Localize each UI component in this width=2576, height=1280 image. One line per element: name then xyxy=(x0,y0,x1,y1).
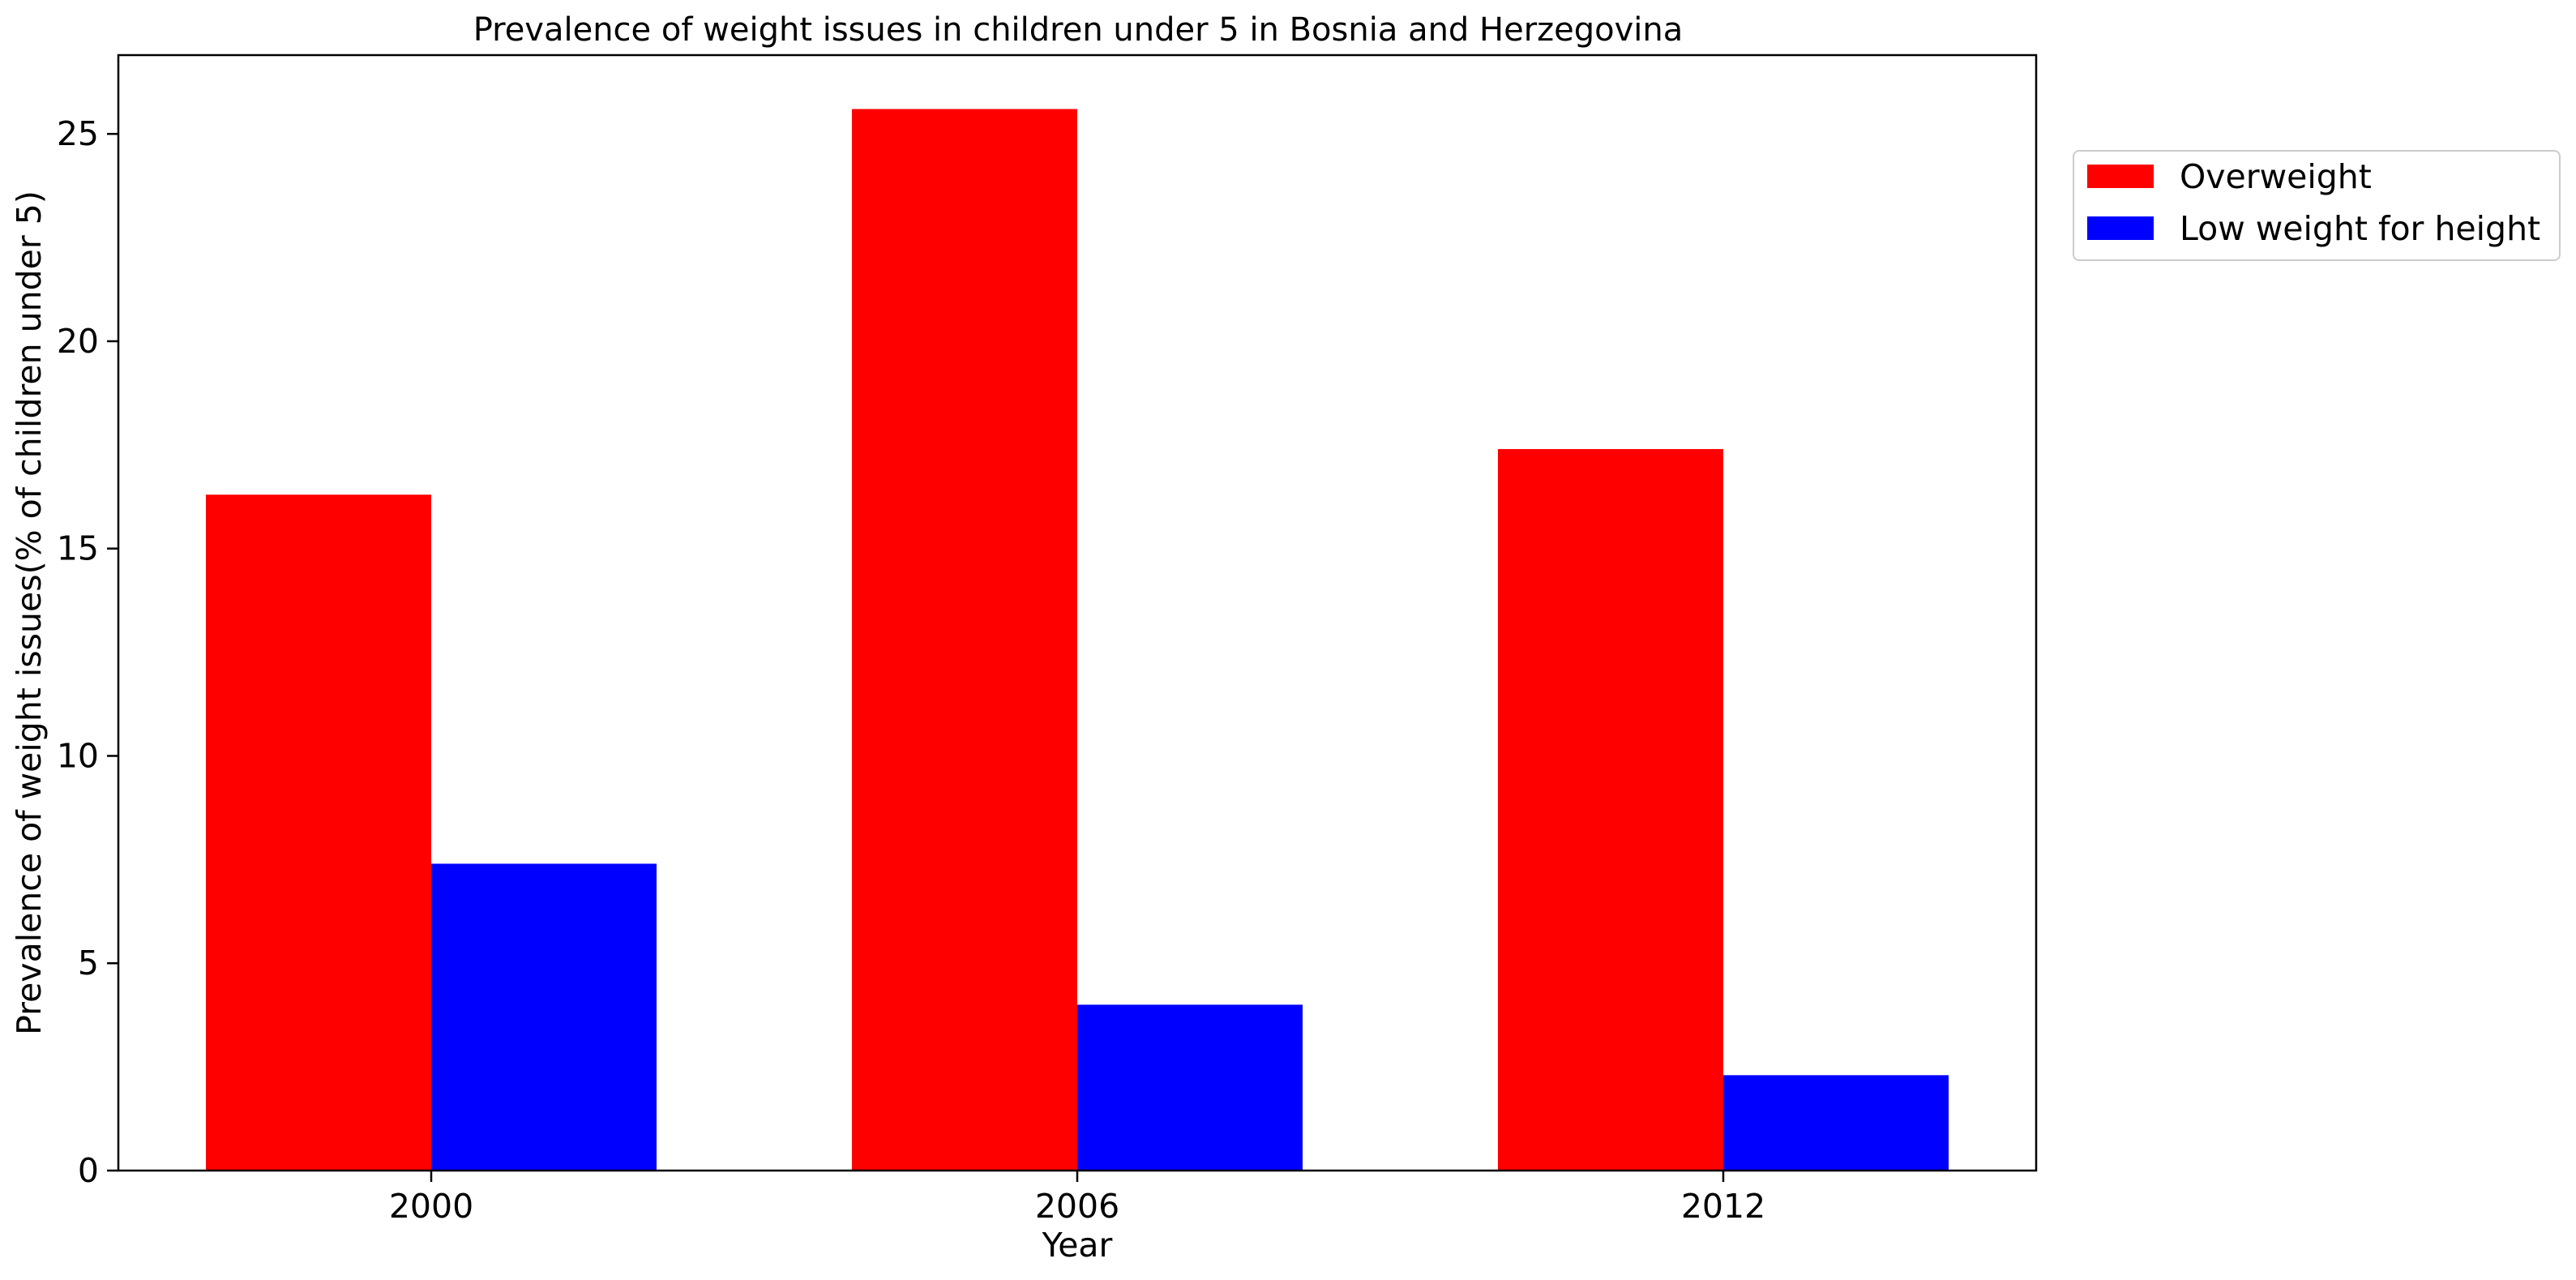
legend-swatch-low-weight-for-height xyxy=(2087,216,2154,240)
plot-frame xyxy=(117,54,2038,1172)
bar-low-weight-for-height-2000 xyxy=(431,863,657,1171)
y-axis-ticks: 0 5 10 15 20 25 xyxy=(57,114,118,1190)
y-tick-label: 10 xyxy=(57,736,99,775)
chart-title: Prevalence of weight issues in children … xyxy=(473,11,1684,49)
legend-swatch-overweight xyxy=(2087,165,2154,188)
x-tick-label: 2000 xyxy=(389,1187,473,1226)
bars xyxy=(206,109,1949,1171)
y-tick-label: 20 xyxy=(57,322,99,361)
x-tick-label: 2006 xyxy=(1035,1187,1119,1226)
legend: Overweight Low weight for height xyxy=(2073,150,2561,261)
x-axis-ticks: 2000 2006 2012 xyxy=(389,1171,1765,1226)
bar-low-weight-for-height-2012 xyxy=(1723,1075,1949,1171)
y-tick-label: 25 xyxy=(57,114,99,153)
y-tick-label: 5 xyxy=(78,944,99,982)
bar-overweight-2000 xyxy=(206,494,431,1171)
x-axis-label: Year xyxy=(1042,1226,1113,1265)
legend-box xyxy=(2073,150,2561,261)
bar-overweight-2012 xyxy=(1498,448,1723,1171)
y-tick-label: 15 xyxy=(57,529,99,568)
legend-label-low-weight-for-height: Low weight for height xyxy=(2180,209,2540,248)
y-axis-label: Prevalence of weight issues(% of childre… xyxy=(10,191,49,1035)
bar-overweight-2006 xyxy=(852,109,1077,1171)
bar-low-weight-for-height-2006 xyxy=(1077,1004,1303,1171)
x-tick-label: 2012 xyxy=(1681,1187,1765,1226)
y-tick-label: 0 xyxy=(78,1151,99,1190)
legend-label-overweight: Overweight xyxy=(2180,157,2372,196)
